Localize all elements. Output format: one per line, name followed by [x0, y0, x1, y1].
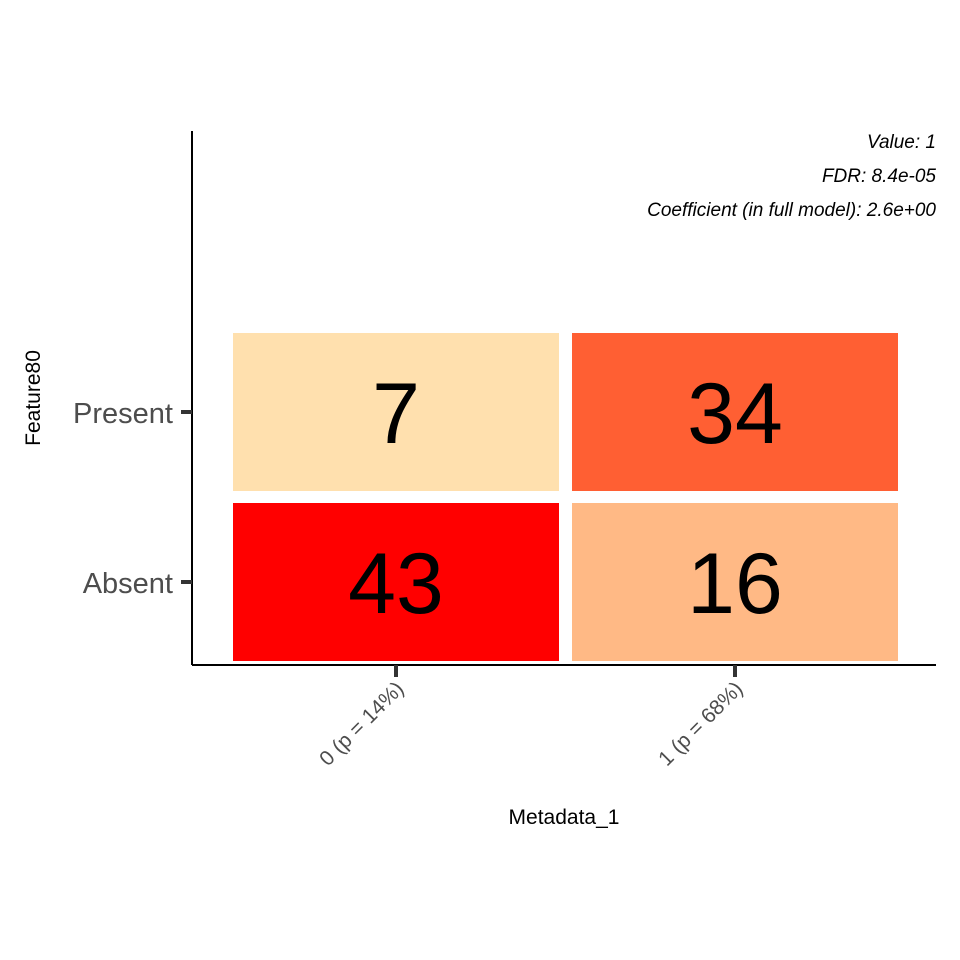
heatmap-cells: 7 34 43 16: [233, 333, 898, 661]
heatmap-cell-value: 43: [348, 536, 444, 632]
heatmap-cell-value: 16: [687, 536, 783, 632]
heatmap-cell-value: 34: [687, 366, 783, 462]
y-axis-title: Feature80: [22, 350, 45, 446]
heatmap-cell-value: 7: [372, 366, 420, 462]
heatmap-cell: [572, 503, 898, 661]
annotation-coefficient: Coefficient (in full model): 2.6e+00: [647, 200, 936, 221]
annotation-fdr: FDR: 8.4e-05: [822, 166, 936, 187]
heatmap-cell: [233, 503, 559, 661]
heatmap-cell: [572, 333, 898, 491]
y-tick-label-present: Present: [73, 398, 173, 430]
y-tick-label-absent: Absent: [83, 568, 173, 600]
x-axis-title: Metadata_1: [509, 806, 620, 829]
heatmap-cell: [233, 333, 559, 491]
annotation-value: Value: 1: [867, 132, 936, 153]
